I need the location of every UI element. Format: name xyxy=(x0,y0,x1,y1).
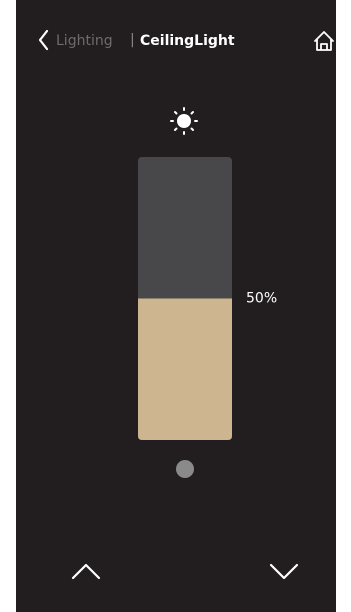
brightness-slider[interactable] xyxy=(138,157,232,440)
back-chevron xyxy=(38,29,49,51)
page-title: CeilingLight xyxy=(140,33,235,49)
home-icon xyxy=(314,31,334,51)
down-button[interactable] xyxy=(269,563,299,580)
back-label: Lighting xyxy=(56,33,113,49)
brightness-icon xyxy=(170,107,198,135)
indicator-dot xyxy=(176,460,194,478)
separator: | xyxy=(130,32,135,48)
slider-value-label: 50% xyxy=(246,291,277,307)
slider-fill xyxy=(138,298,232,440)
back-button[interactable]: Lighting xyxy=(38,29,113,51)
home-button[interactable] xyxy=(314,31,334,51)
up-button[interactable] xyxy=(71,563,101,580)
